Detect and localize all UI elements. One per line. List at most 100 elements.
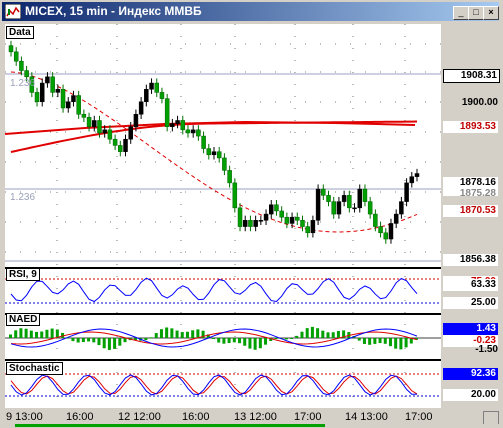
candle-body: [118, 145, 123, 152]
naed-bar: [300, 331, 304, 338]
stoch-value: 92.36: [443, 368, 498, 380]
naed-bar: [295, 335, 299, 338]
naed-bar: [76, 338, 80, 343]
candle-body: [237, 207, 243, 227]
candle-body: [180, 120, 186, 131]
candle-body: [378, 226, 383, 234]
naed-bar: [336, 330, 340, 338]
naed-bar: [383, 338, 387, 344]
candle-body: [123, 138, 128, 152]
naed-bar: [394, 338, 398, 349]
candle-body: [128, 126, 133, 140]
price-label-ma-short: 1870.53: [443, 205, 498, 217]
naed-bar: [232, 338, 236, 343]
naed-bar: [14, 330, 18, 338]
candle-body: [404, 182, 409, 202]
scrollbar-thumb[interactable]: [15, 424, 325, 427]
candle-body: [393, 213, 399, 224]
minimize-button[interactable]: _: [453, 6, 469, 20]
title-bar[interactable]: MICEX, 15 min - Индекс ММВБ _ □ ×: [2, 2, 499, 21]
chart-plot-area[interactable]: [5, 24, 441, 408]
candle-body: [367, 201, 373, 215]
naed-bar: [316, 328, 320, 338]
naed-bar: [399, 338, 403, 350]
naed-bar: [97, 338, 101, 346]
panel-label-stochastic: Stochastic: [6, 362, 63, 375]
candle-body: [107, 129, 113, 140]
fib-level-label: 1.236: [10, 78, 36, 89]
candle-body: [133, 113, 139, 127]
stoch-k-line: [10, 374, 417, 396]
naed-bar: [253, 338, 257, 350]
candle-body: [211, 151, 217, 156]
stoch-level: 20.00: [443, 389, 498, 401]
candle-body: [170, 123, 175, 127]
naed-bar: [248, 338, 252, 349]
naed-bar: [321, 330, 325, 338]
naed-bar: [331, 332, 335, 338]
naed-bar: [368, 338, 372, 345]
candle-body: [383, 232, 389, 240]
candle-body: [326, 195, 331, 202]
candle-body: [201, 135, 206, 149]
candle-body: [76, 95, 81, 115]
candle-body: [159, 92, 165, 99]
naed-bar: [55, 329, 59, 338]
naed-bar: [373, 338, 377, 344]
candle-body: [216, 151, 222, 159]
price-label-current: 1878.16: [443, 177, 498, 189]
panel-label-naed: NAED: [6, 313, 41, 326]
naed-bar: [310, 326, 314, 338]
naed-bar: [71, 338, 75, 342]
candle-body: [92, 120, 97, 127]
naed-bar: [342, 330, 346, 338]
candle-body: [279, 210, 284, 218]
naed-bar: [196, 329, 200, 338]
candle-body: [258, 220, 264, 222]
close-button[interactable]: ×: [483, 6, 499, 20]
stoch-d-line: [10, 375, 418, 395]
candle-body: [39, 82, 45, 103]
naed-bar: [66, 337, 70, 339]
candle-body: [352, 207, 357, 210]
candle-body: [185, 129, 191, 134]
candle-body: [414, 173, 420, 177]
candle-body: [97, 120, 102, 134]
naed-bar: [274, 338, 278, 339]
candle-body: [274, 204, 279, 212]
candle-body: [206, 148, 212, 156]
naed-bar: [61, 332, 65, 338]
axis-settings-button[interactable]: [483, 411, 499, 425]
maximize-button[interactable]: □: [468, 6, 484, 20]
candle-body: [144, 89, 149, 103]
candle-body: [310, 220, 316, 234]
candle-body: [34, 92, 40, 103]
naed-bar: [258, 338, 262, 349]
naed-bar: [227, 338, 231, 344]
naed-bar: [269, 338, 273, 342]
rsi-value: 63.33: [443, 279, 498, 291]
candle-body: [284, 216, 290, 224]
price-label-lower: 1856.38: [443, 254, 498, 266]
naed-bar: [362, 338, 366, 344]
naed-bar: [102, 338, 106, 349]
naed-bar: [222, 338, 226, 344]
naed-bar: [123, 338, 127, 343]
time-label: 12 12:00: [118, 411, 161, 423]
naed-bar: [81, 338, 85, 343]
candle-body: [263, 213, 269, 221]
naed-bar: [404, 338, 408, 348]
candle-body: [295, 216, 300, 221]
naed-bar: [144, 338, 148, 341]
candle-body: [269, 204, 274, 215]
candle-body: [19, 60, 24, 71]
naed-bar: [305, 328, 309, 338]
naed-bar: [206, 334, 210, 338]
naed-bar: [217, 338, 221, 343]
horizontal-scrollbar[interactable]: [5, 424, 499, 428]
candle-body: [232, 182, 238, 209]
candle-body: [388, 223, 394, 240]
naed-bar: [201, 330, 205, 338]
naed-bar: [185, 331, 189, 338]
